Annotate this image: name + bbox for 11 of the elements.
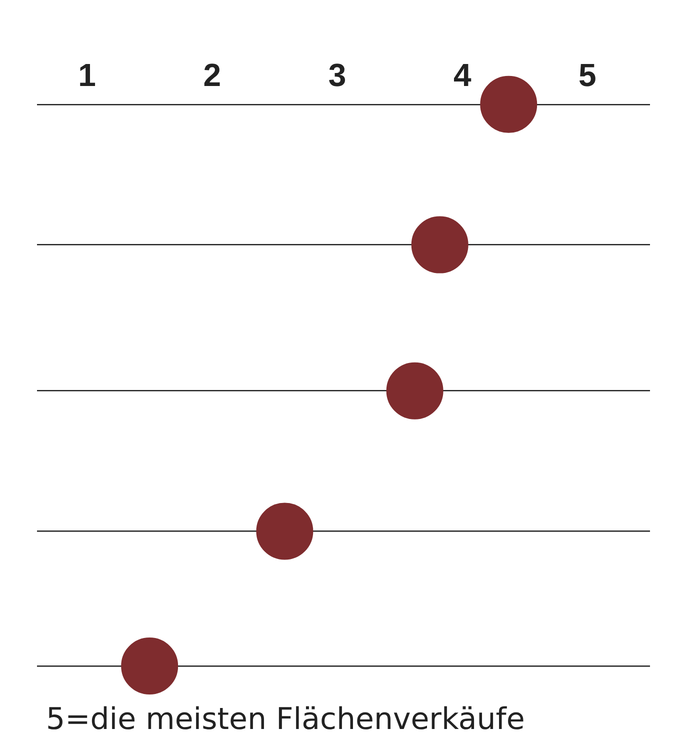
point — [480, 76, 538, 133]
x-tick-label: 3 — [328, 57, 346, 94]
x-tick-label: 4 — [453, 57, 472, 94]
x-tick-label: 1 — [78, 57, 96, 94]
point — [411, 216, 468, 274]
point — [256, 502, 314, 560]
text: 5=die meisten Flächenverkäufe — [46, 702, 526, 737]
point — [386, 362, 444, 420]
x-tick-label: 2 — [203, 57, 222, 94]
point — [121, 638, 178, 694]
x-tick-label: 5 — [578, 57, 596, 94]
